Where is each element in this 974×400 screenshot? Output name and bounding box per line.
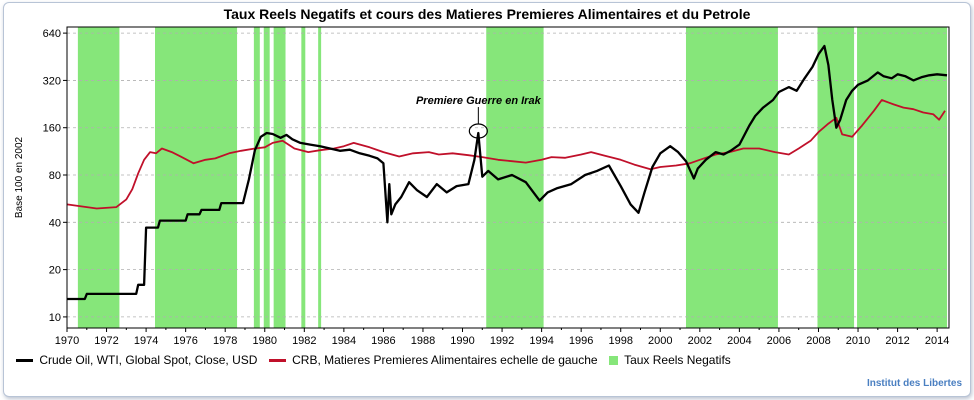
negative-rate-band-10 [857, 27, 948, 328]
annotation: Premiere Guerre en Irak [416, 95, 542, 139]
x-tick-label-1986: 1986 [371, 335, 395, 347]
negative-rate-band-6 [318, 27, 322, 328]
x-tick-label-2000: 2000 [648, 335, 672, 347]
y-tick-label-160: 160 [43, 123, 61, 135]
y-tick-label-10: 10 [49, 312, 61, 324]
x-tick-label-1982: 1982 [292, 335, 316, 347]
x-tick-label-1970: 1970 [55, 335, 79, 347]
chart-title: Taux Reels Negatifs et cours des Matiere… [223, 6, 751, 22]
y-tick-label-320: 320 [43, 75, 61, 87]
x-tick-label-1988: 1988 [411, 335, 435, 347]
legend-item-negative-rates: Taux Reels Negatifs [608, 352, 731, 367]
y-axis-label: Base 100 en 2002 [14, 136, 25, 218]
x-tick-label-2004: 2004 [727, 335, 751, 347]
x-tick-label-1974: 1974 [134, 335, 158, 347]
series-line-oil [67, 44, 948, 301]
legend-label-oil: Crude Oil, WTI, Global Spot, Close, USD [39, 352, 258, 367]
x-tick-label-2006: 2006 [767, 335, 791, 347]
x-tick-label-2014: 2014 [925, 335, 949, 347]
x-tick-label-2008: 2008 [806, 335, 830, 347]
x-tick-label-1998: 1998 [608, 335, 632, 347]
x-tick-label-1976: 1976 [173, 335, 197, 347]
x-tick-label-2010: 2010 [846, 335, 870, 347]
negative-rate-band-9 [817, 27, 855, 328]
x-tick-label-2012: 2012 [885, 335, 909, 347]
legend-label-crb: CRB, Matieres Premieres Alimentaires ech… [292, 352, 598, 367]
x-tick-label-1984: 1984 [332, 335, 356, 347]
x-tick-label-1996: 1996 [569, 335, 593, 347]
y-tick-label-80: 80 [49, 170, 61, 182]
y-tick-label-640: 640 [43, 28, 61, 40]
x-tick-label-1990: 1990 [450, 335, 474, 347]
legend: Crude Oil, WTI, Global Spot, Close, USD … [16, 352, 956, 367]
negative-rate-band-0 [77, 27, 120, 328]
negative-rate-bands [77, 27, 948, 328]
legend-label-negative-rates: Taux Reels Negatifs [624, 352, 731, 367]
x-tick-label-1980: 1980 [253, 335, 277, 347]
x-tick-label-1992: 1992 [490, 335, 514, 347]
negative-rate-band-4 [273, 27, 286, 328]
y-tick-label-20: 20 [49, 265, 61, 277]
series-line-crb [66, 99, 946, 210]
negative-rate-band-5 [301, 27, 306, 328]
x-tick-label-2002: 2002 [688, 335, 712, 347]
negative-rate-band-8 [685, 27, 778, 328]
x-tick-label-1978: 1978 [213, 335, 237, 347]
annotation-text: Premiere Guerre en Irak [416, 95, 542, 107]
negative-rate-band-2 [253, 27, 260, 328]
y-tick-label-40: 40 [49, 217, 61, 229]
legend-swatch-oil [16, 359, 33, 363]
source-credit: Institut des Libertes [866, 378, 962, 389]
legend-item-crb: CRB, Matieres Premieres Alimentaires ech… [268, 352, 598, 367]
negative-rate-band-1 [155, 27, 238, 328]
negative-rate-band-3 [263, 27, 270, 328]
legend-swatch-crb [268, 359, 286, 363]
plot-border [66, 26, 950, 329]
series-lines [66, 44, 948, 301]
grid-lines [67, 32, 949, 318]
legend-item-oil: Crude Oil, WTI, Global Spot, Close, USD [16, 353, 257, 367]
legend-swatch-negative-rates [608, 356, 618, 366]
x-tick-label-1994: 1994 [529, 335, 553, 347]
x-tick-label-1972: 1972 [94, 335, 118, 347]
